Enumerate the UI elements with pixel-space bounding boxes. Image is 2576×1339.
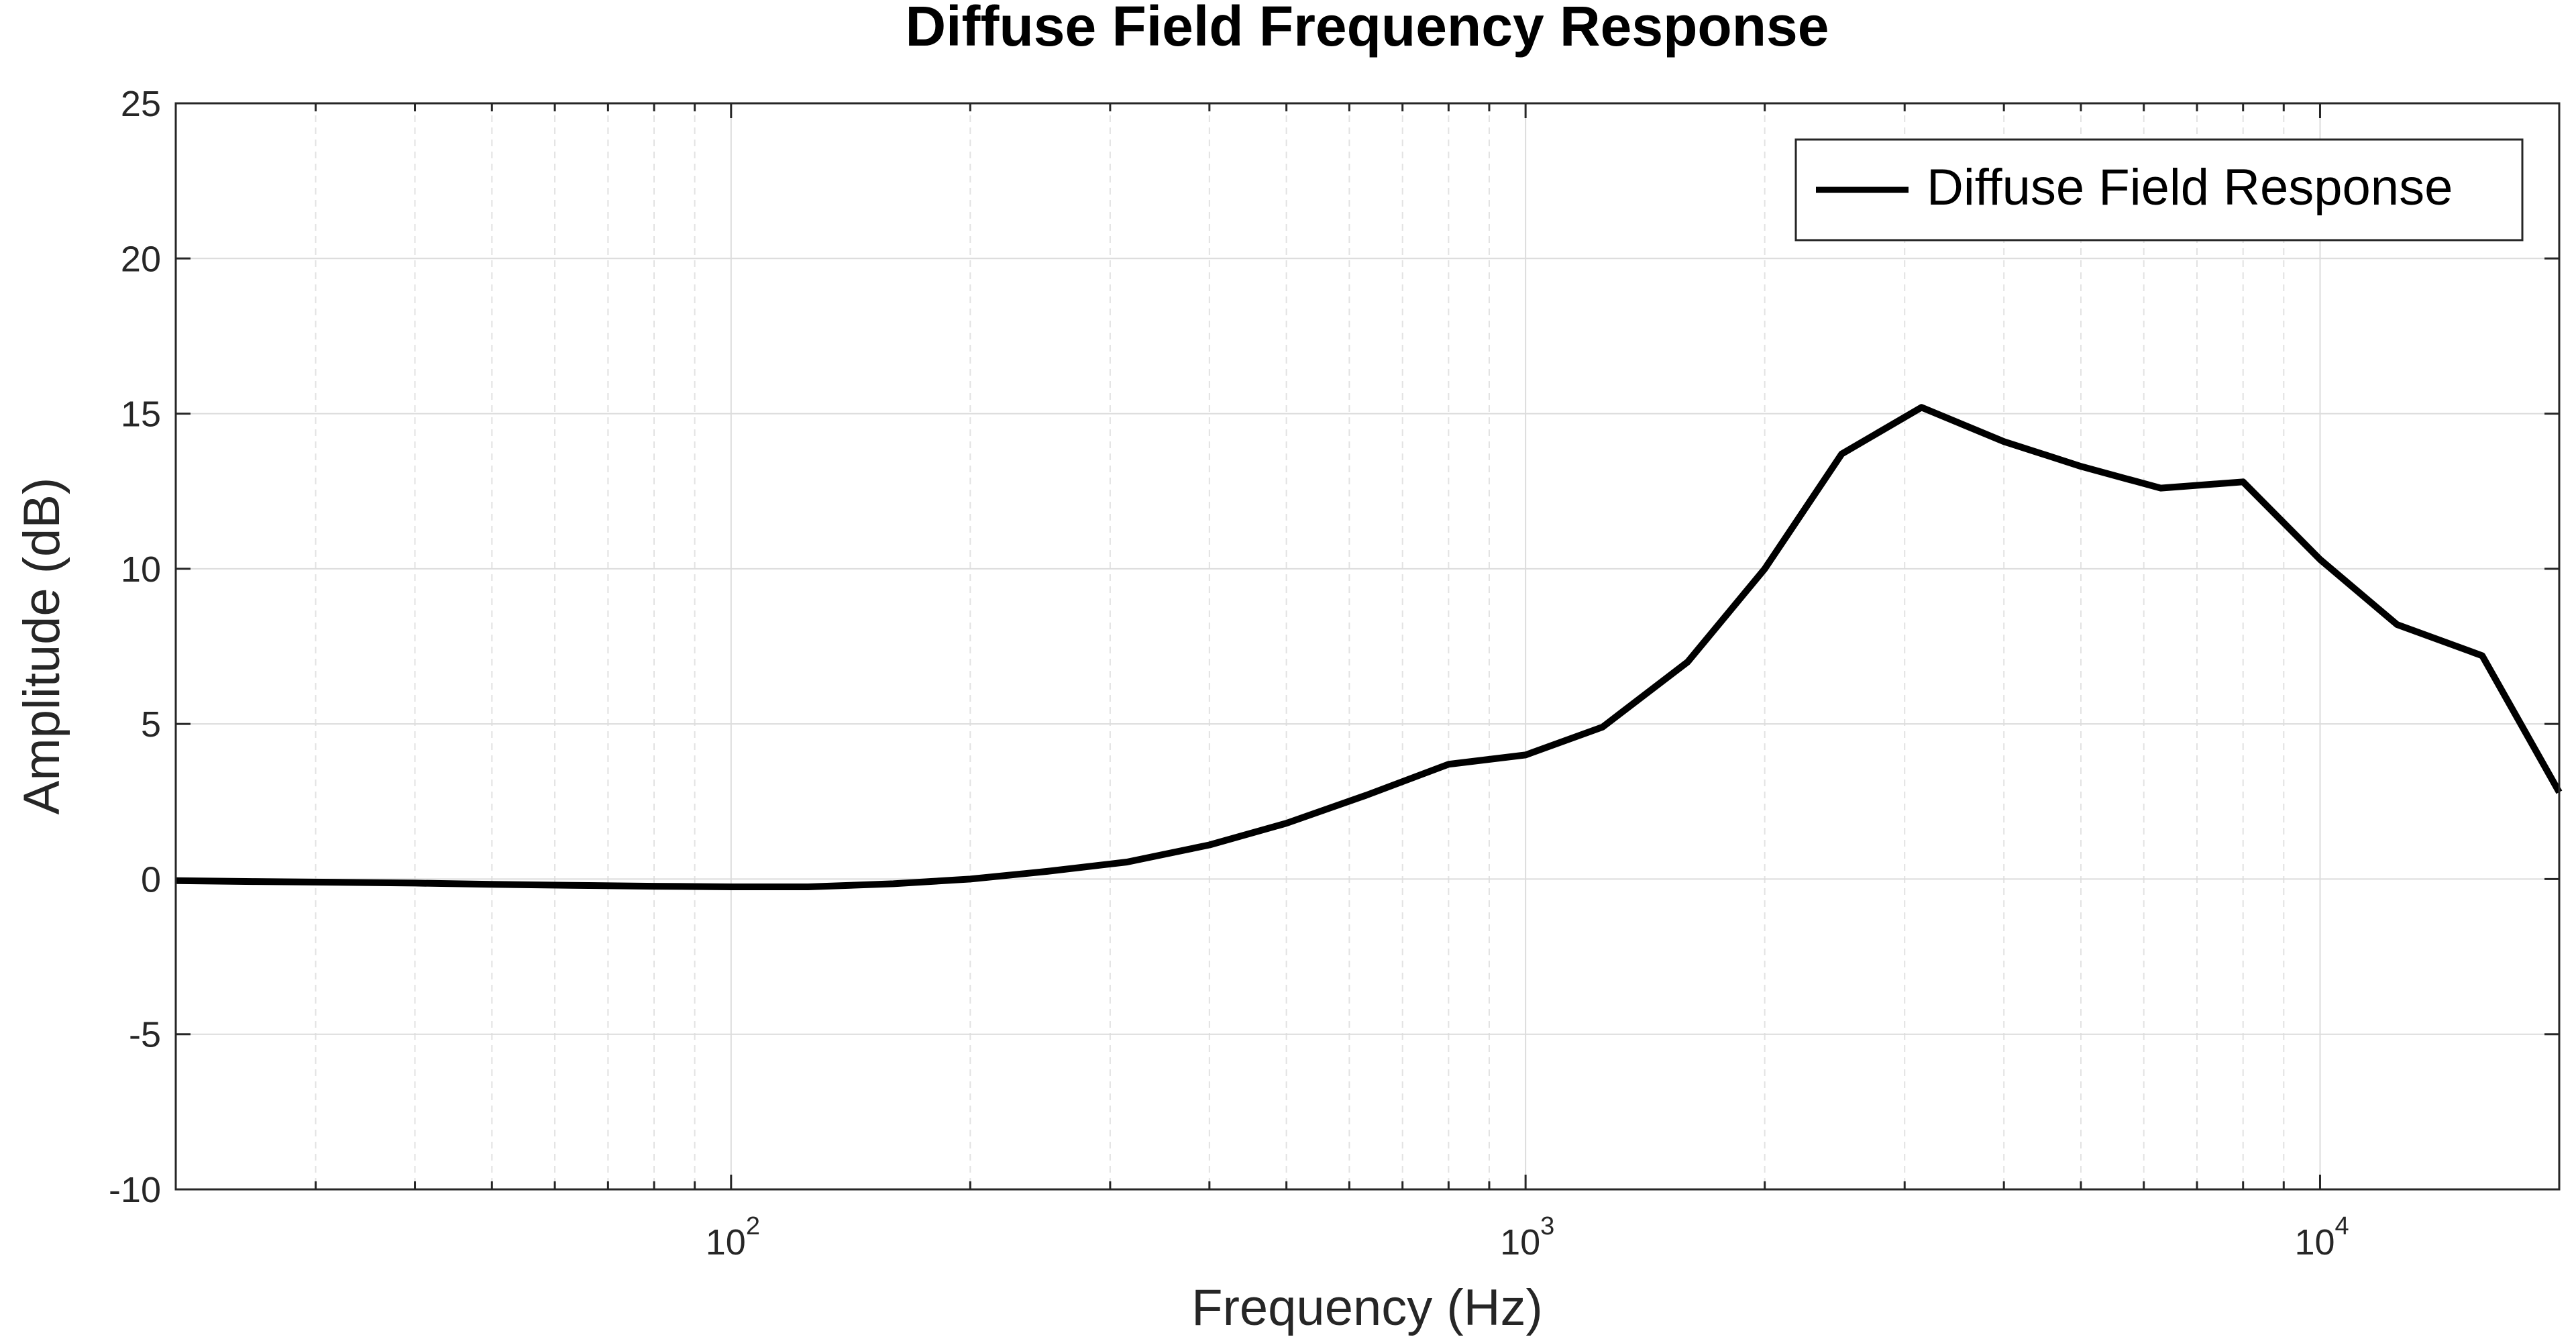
y-tick-label: 10 [121,549,161,590]
y-tick-label: 20 [121,239,161,279]
series-line-diffuse-field-response [175,404,2563,890]
x-tick-label-exponent: 4 [2334,1212,2349,1240]
y-tick-label: 15 [121,394,161,435]
y-tick-label: 0 [141,859,161,900]
chart-title: Diffuse Field Frequency Response [906,0,1829,58]
x-tick-label: 10 [1500,1222,1540,1263]
x-tick-label-exponent: 3 [1540,1212,1554,1240]
legend: Diffuse Field Response [1794,138,2524,242]
plot-frame [174,102,2561,1191]
y-tick-label: 25 [121,84,161,124]
series-lines [175,404,2563,890]
y-tick-label: -5 [129,1015,161,1055]
grid-lines [175,103,2560,1190]
y-tick-label: 5 [141,704,161,745]
x-tick-label: 10 [706,1222,746,1263]
x-tick-label: 10 [2294,1222,2334,1263]
x-tick-label-exponent: 2 [746,1212,760,1240]
legend-label: Diffuse Field Response [1927,159,2453,216]
x-axis-label: Frequency (Hz) [1191,1279,1543,1336]
y-axis-label: Amplitude (dB) [13,478,70,815]
y-tick-label: -10 [109,1170,161,1210]
legend-box [1794,138,2524,242]
